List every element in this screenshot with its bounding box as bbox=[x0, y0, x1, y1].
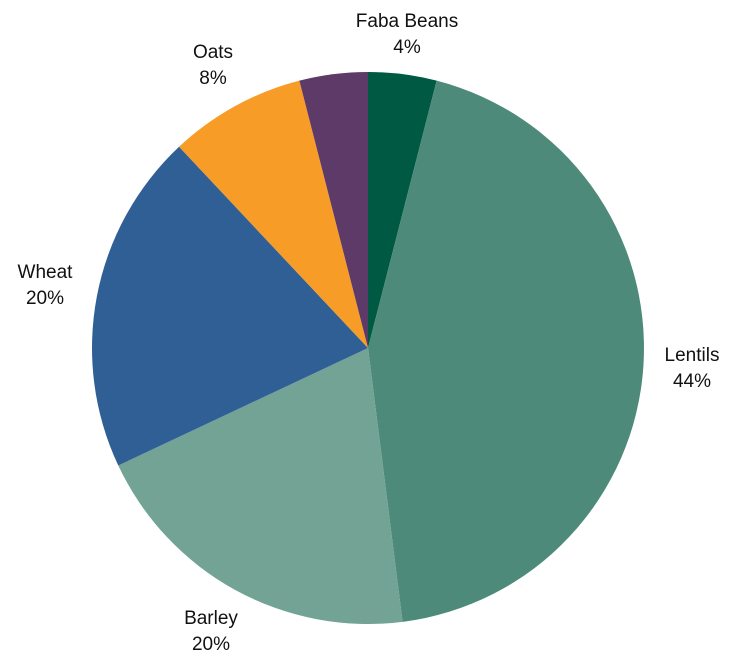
pie-label-name: Faba Beans bbox=[356, 11, 458, 32]
pie-label-value: 8% bbox=[199, 68, 227, 89]
pie-label-name: Oats bbox=[193, 42, 233, 63]
pie-label-oats: Oats 8% bbox=[193, 42, 233, 89]
pie-label-value: 20% bbox=[26, 288, 64, 309]
pie-label-faba-beans: Faba Beans 4% bbox=[356, 11, 458, 58]
pie-slices bbox=[91, 72, 644, 624]
pie-label-name: Barley bbox=[184, 608, 238, 629]
pie-slice-other bbox=[299, 72, 368, 348]
pie-label-barley: Barley 20% bbox=[184, 608, 238, 655]
pie-label-value: 44% bbox=[673, 371, 711, 392]
pie-label-name: Wheat bbox=[18, 262, 74, 283]
pie-label-name: Lentils bbox=[665, 345, 720, 366]
pie-slice-barley bbox=[118, 348, 403, 624]
pie-labels: Faba Beans 4% Lentils 44% Barley 20% Wheat 20% O… bbox=[18, 11, 720, 655]
pie-label-wheat: Wheat 20% bbox=[18, 262, 74, 309]
pie-label-value: 20% bbox=[192, 634, 230, 655]
pie-slice-oats bbox=[179, 80, 368, 349]
pie-label-value: 4% bbox=[393, 37, 421, 58]
pie-slice-faba-beans bbox=[368, 72, 437, 348]
pie-label-lentils: Lentils 44% bbox=[665, 345, 720, 392]
pie-slice-lentils bbox=[368, 80, 644, 622]
pie-slice-wheat bbox=[91, 146, 368, 466]
